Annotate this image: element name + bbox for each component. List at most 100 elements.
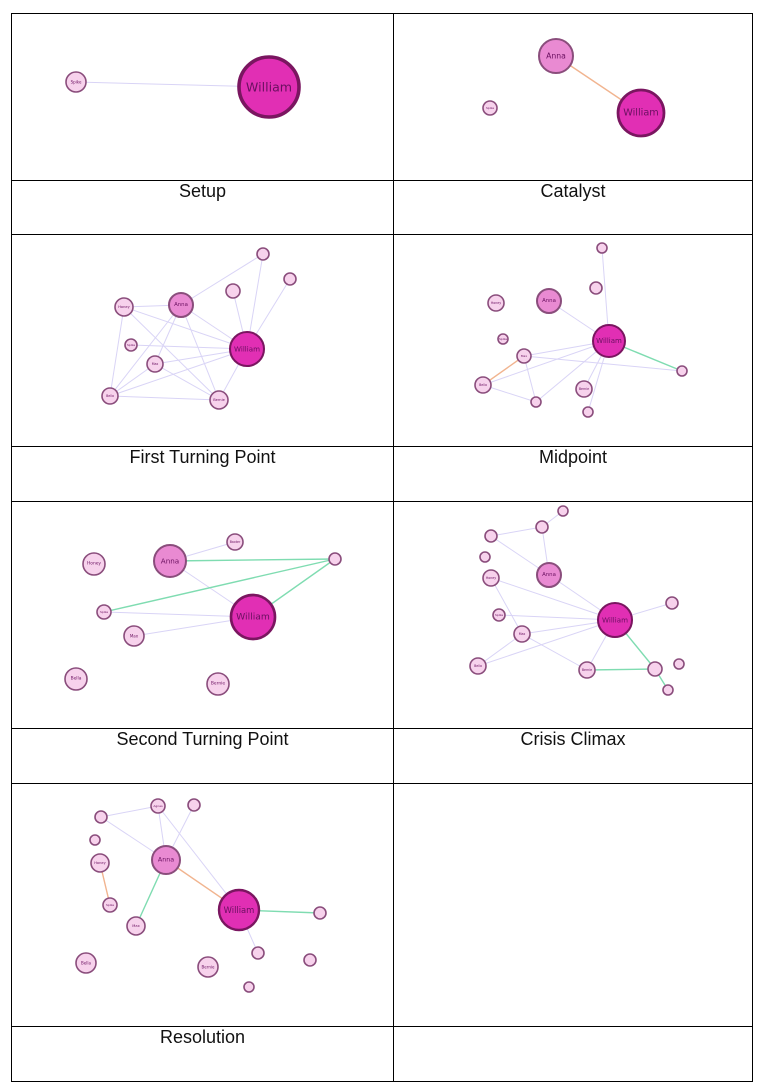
node-circle	[313, 906, 327, 920]
node-Bernie: Bernie	[209, 390, 229, 410]
node-label: Anna	[546, 52, 566, 61]
node-Honey: Honey	[482, 569, 500, 587]
node-circle	[665, 596, 679, 610]
node-circle	[482, 569, 500, 587]
node-label: Spike	[71, 80, 82, 85]
node-circle	[516, 348, 532, 364]
node-r7	[243, 981, 255, 993]
network-graph-catalyst: Anna William Spike	[482, 38, 666, 138]
node-circle	[114, 297, 134, 317]
node-n2	[283, 272, 297, 286]
node-n1	[256, 247, 270, 261]
edge-Honey-Max	[490, 577, 523, 635]
node-circle	[123, 625, 145, 647]
caption-second-turning-point: Second Turning Point	[11, 728, 394, 784]
node-label: William	[623, 108, 659, 119]
node-circle	[217, 888, 261, 932]
panel-catalyst: Anna William Spike	[393, 13, 753, 181]
edge-r1-Agnes	[100, 805, 159, 818]
node-circle	[582, 406, 594, 418]
node-Bella: Bella	[64, 667, 88, 691]
node-label: Bernie	[202, 965, 215, 970]
node-label: Bernie	[213, 398, 225, 402]
node-r5	[251, 946, 265, 960]
node-William: William	[596, 601, 634, 639]
edges	[477, 510, 673, 691]
node-label: Anna	[158, 857, 174, 864]
node-Anna: Anna	[536, 562, 562, 588]
edge-Anna-Bella	[109, 304, 182, 397]
node-William: William	[228, 330, 266, 368]
edges	[103, 541, 336, 637]
edge-Anna-s1	[169, 558, 336, 562]
node-label: Spike	[499, 337, 507, 341]
network-graph-crisis-climax: Anna William Honey Spike Max Bella Bernie	[469, 505, 685, 696]
node-circle	[673, 658, 685, 670]
node-circle	[530, 396, 542, 408]
node-Spike: Spike	[124, 338, 138, 352]
node-circle	[536, 288, 562, 314]
node-Honey: Honey	[487, 294, 505, 312]
node-circle	[206, 672, 230, 696]
edge-c1-c2	[490, 526, 543, 537]
node-label: Max	[130, 634, 139, 639]
panel-second-turning-point: Anna William Honey Spike Max Bella Bernie Baxte…	[11, 501, 394, 729]
node-Max: Max	[123, 625, 145, 647]
node-Spike: Spike	[492, 608, 506, 622]
node-label: Agnes	[153, 804, 163, 808]
node-m4	[530, 396, 542, 408]
caption-resolution: Resolution	[11, 1026, 394, 1082]
edge-Bella-Max	[477, 633, 523, 667]
node-m5	[582, 406, 594, 418]
edge-Bella-William	[109, 348, 248, 397]
edge-Honey-William	[123, 306, 248, 350]
node-Spike: Spike	[497, 333, 509, 345]
node-circle	[676, 365, 688, 377]
network-graph-second-turning-point: Anna William Honey Spike Max Bella Bernie Baxte…	[64, 533, 342, 696]
edge-n1-Anna	[180, 253, 264, 306]
node-label: William	[234, 345, 260, 354]
node-Bella: Bella	[474, 376, 492, 394]
node-circle	[538, 38, 574, 74]
edge-Bella-m4	[482, 384, 537, 403]
network-graph-setup: Spike William	[65, 55, 301, 119]
node-Spike: Spike	[482, 100, 498, 116]
node-m2	[589, 281, 603, 295]
node-label: Spike	[127, 343, 135, 347]
node-circle	[596, 242, 608, 254]
node-label: William	[246, 80, 292, 95]
node-circle	[237, 55, 301, 119]
node-label: William	[236, 612, 270, 623]
node-Anna: Anna	[153, 544, 187, 578]
node-Bella: Bella	[75, 952, 97, 974]
node-circle	[482, 100, 498, 116]
node-circle	[151, 845, 181, 875]
node-Max: Max	[513, 625, 531, 643]
node-circle	[243, 981, 255, 993]
node-William: William	[237, 55, 301, 119]
node-circle	[484, 529, 498, 543]
edge-Spike-William	[75, 81, 270, 88]
node-circle	[283, 272, 297, 286]
node-label: Honey	[118, 305, 130, 309]
node-Max: Max	[516, 348, 532, 364]
node-label: Max	[519, 632, 526, 636]
node-William: William	[616, 88, 666, 138]
edge-Max-Bernie	[521, 633, 588, 671]
edges	[75, 81, 270, 88]
node-r4	[313, 906, 327, 920]
node-Max: Max	[146, 355, 164, 373]
edge-Spike-s1	[103, 558, 336, 613]
network-graph-first-turning-point: Anna William Honey Spike Max Bella Bernie	[101, 247, 297, 410]
node-label: Honey	[491, 301, 501, 305]
node-circle	[197, 956, 219, 978]
node-circle	[225, 283, 241, 299]
node-circle	[474, 376, 492, 394]
node-circle	[209, 390, 229, 410]
caption-first-turning-point: First Turning Point	[11, 446, 394, 502]
node-circle	[94, 810, 108, 824]
node-circle	[328, 552, 342, 566]
node-label: Spike	[100, 610, 108, 614]
node-circle	[187, 798, 201, 812]
node-circle	[589, 281, 603, 295]
